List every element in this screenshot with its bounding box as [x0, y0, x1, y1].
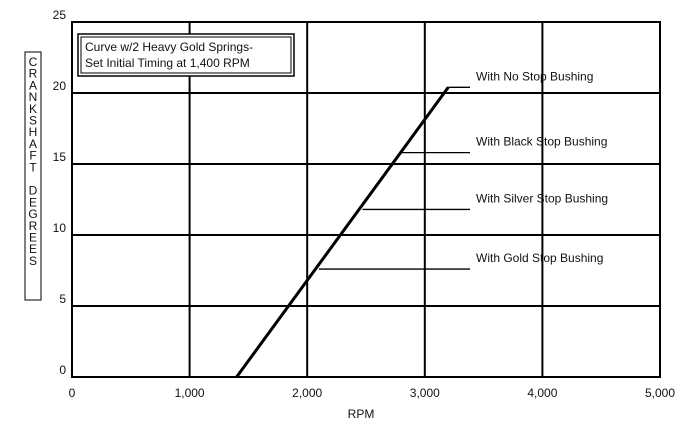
- x-tick-labels: 0 1,000 2,000 3,000 4,000 5,000: [69, 386, 676, 400]
- y-tick-label: 20: [53, 79, 67, 93]
- advance-curve-line: [235, 86, 450, 378]
- annotation-label: With Black Stop Bushing: [476, 135, 607, 149]
- y-tick-labels: 0 5 10 15 20 25: [53, 8, 67, 377]
- y-tick-label: 25: [53, 8, 67, 22]
- x-tick-label: 4,000: [527, 386, 557, 400]
- y-tick-label: 5: [59, 292, 66, 306]
- x-axis-label: RPM: [348, 407, 375, 421]
- info-box: Curve w/2 Heavy Gold Springs- Set Initia…: [77, 33, 295, 77]
- y-tick-label: 0: [59, 363, 66, 377]
- x-tick-label: 3,000: [410, 386, 440, 400]
- series-layer: [235, 86, 450, 378]
- plot-frame: [71, 21, 661, 378]
- y-tick-label: 15: [53, 150, 67, 164]
- annotation-label: With Silver Stop Bushing: [476, 191, 608, 205]
- info-box-line-1: Curve w/2 Heavy Gold Springs-: [85, 40, 253, 54]
- annotation-label: With No Stop Bushing: [476, 69, 593, 83]
- x-tick-label: 0: [69, 386, 76, 400]
- x-tick-label: 2,000: [292, 386, 322, 400]
- info-box-outer: [77, 33, 295, 77]
- x-tick-label: 1,000: [175, 386, 205, 400]
- annotation-label: With Gold Stop Bushing: [476, 251, 603, 265]
- annotation-layer: With No Stop Bushing With Black Stop Bush…: [318, 69, 608, 270]
- y-axis-title-frame: [24, 51, 42, 301]
- y-tick-label: 10: [53, 221, 67, 235]
- info-box-inner: [80, 36, 292, 74]
- x-tick-label: 5,000: [645, 386, 675, 400]
- info-box-line-2: Set Initial Timing at 1,400 RPM: [85, 56, 250, 70]
